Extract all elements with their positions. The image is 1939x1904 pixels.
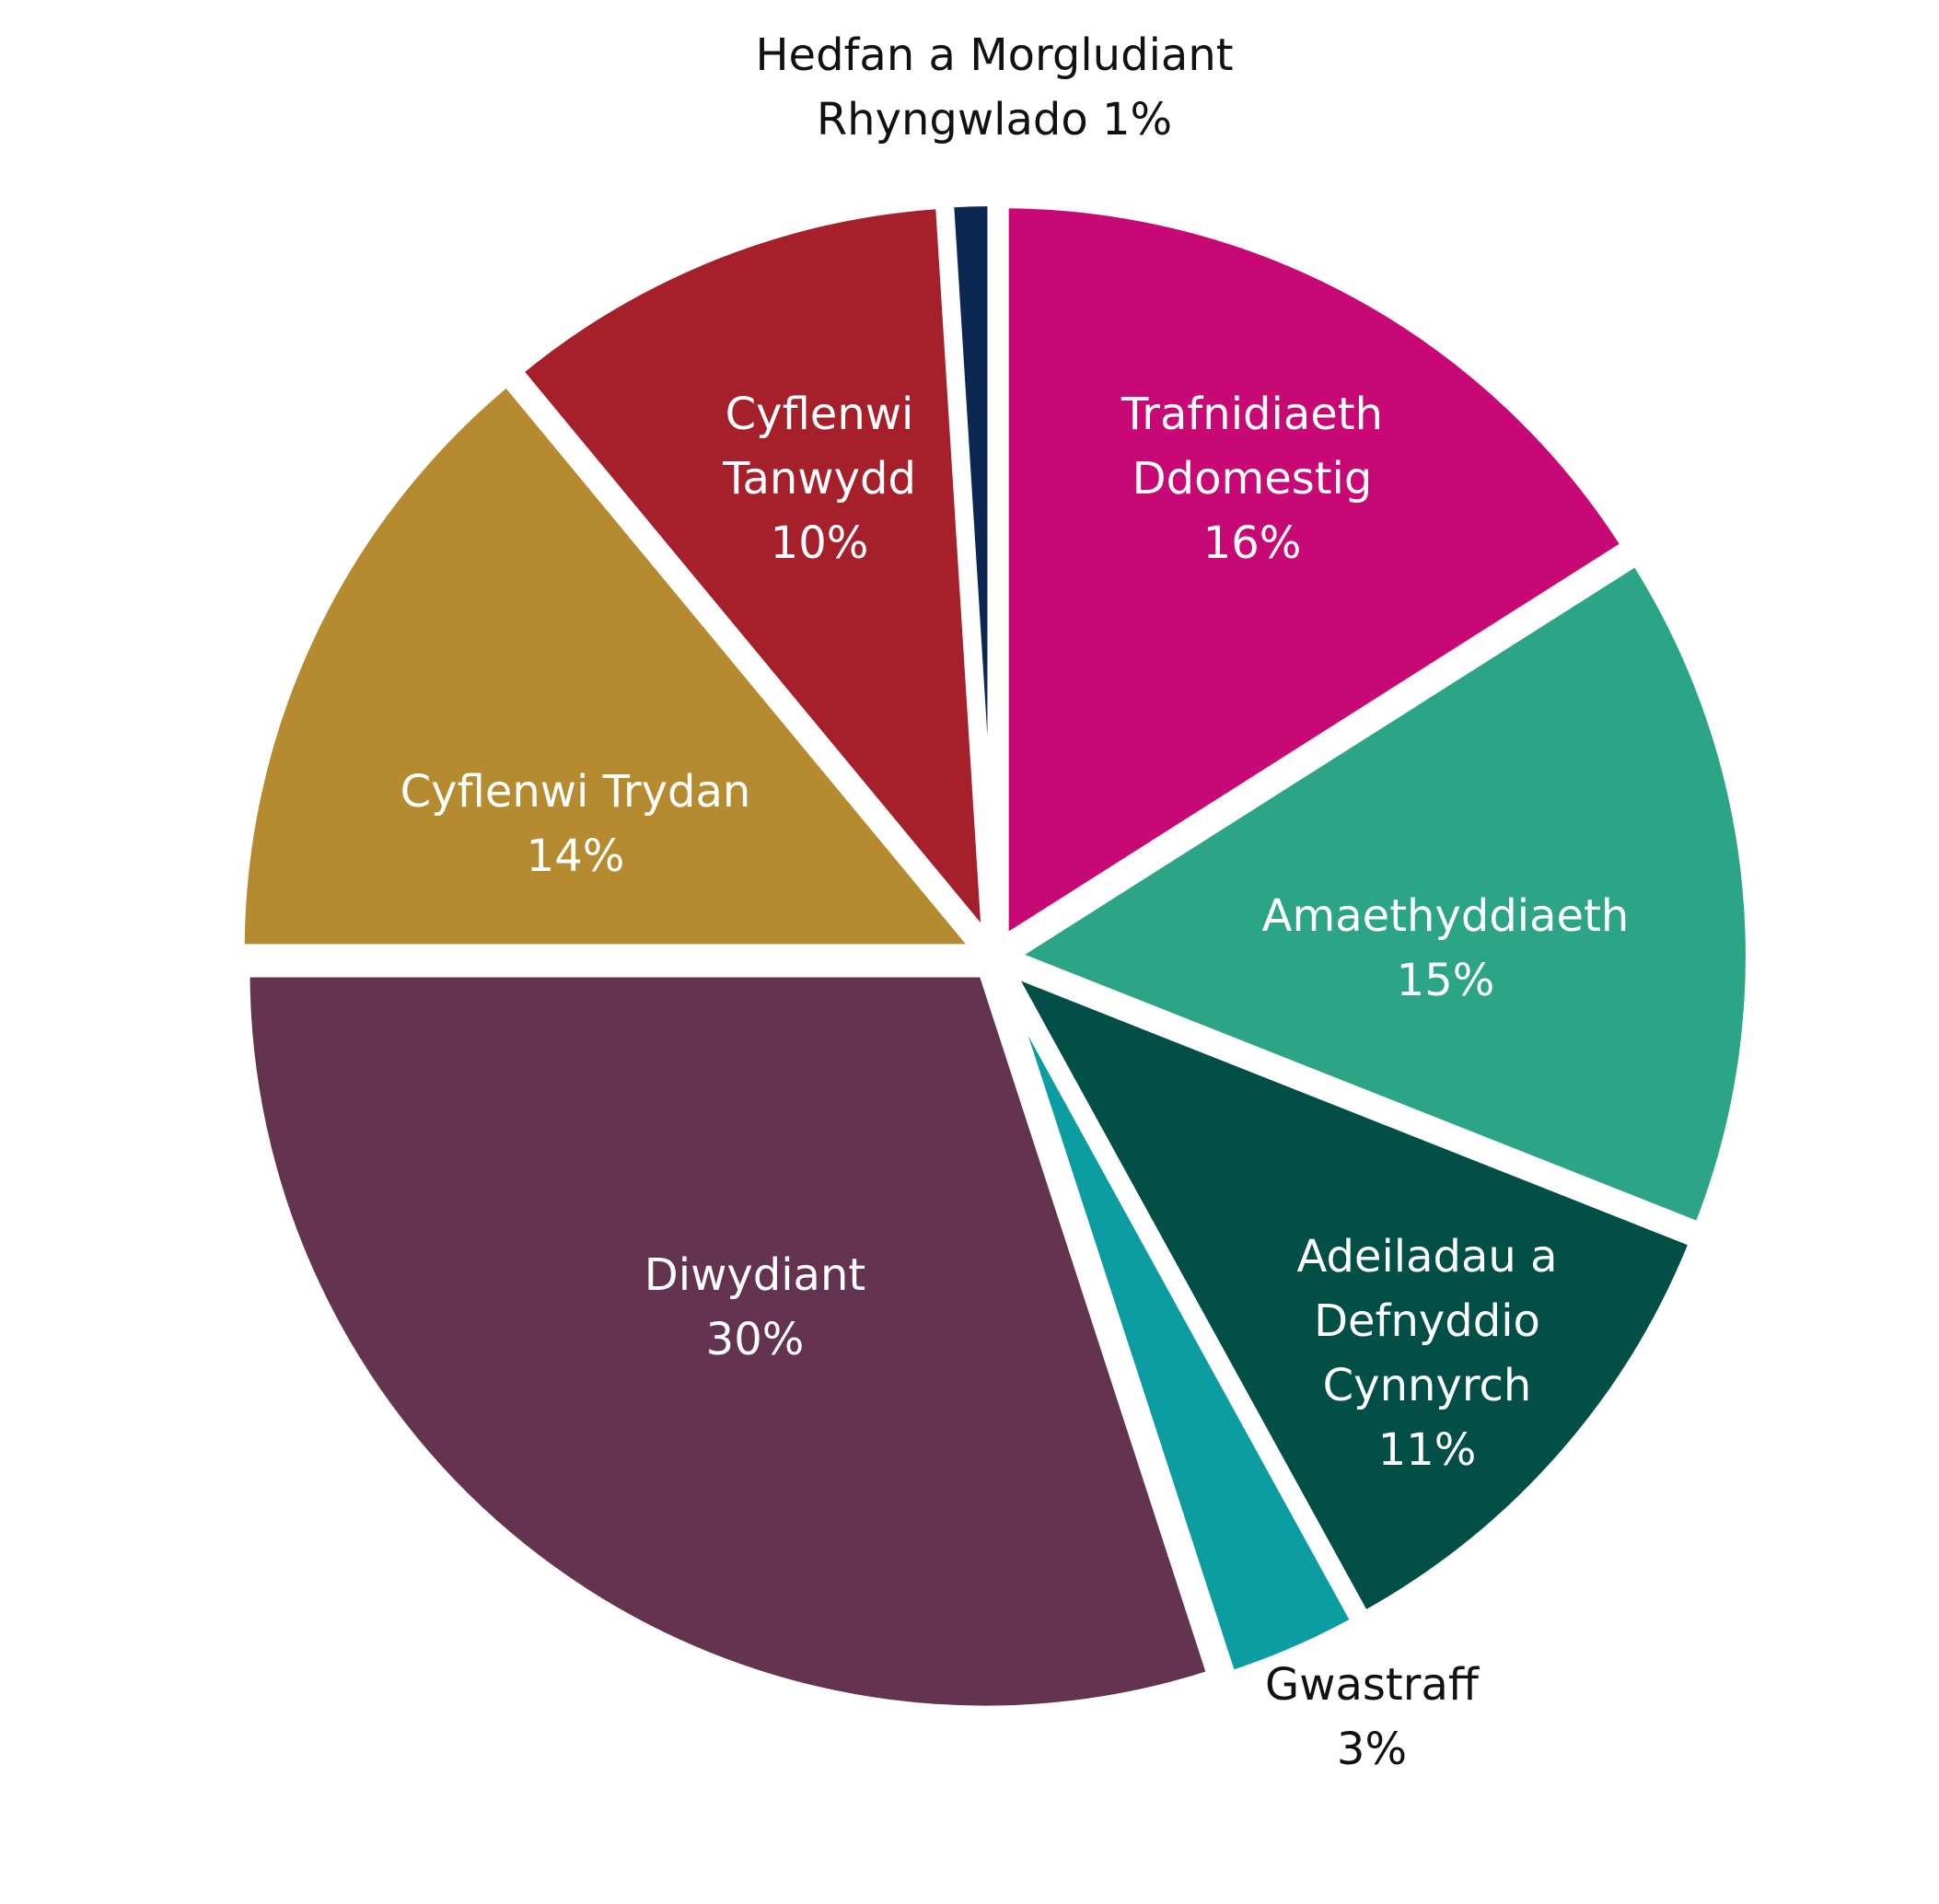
slice-label-line: Cynnyrch	[1323, 1360, 1532, 1411]
pie-slice	[940, 193, 1001, 942]
slice-label-line: Ddomestig	[1132, 453, 1373, 505]
slice-label-line: Hedfan a Morgludiant	[755, 29, 1233, 81]
slice-label-line: Adeiladau a	[1296, 1231, 1557, 1283]
pie-slice	[506, 195, 996, 962]
slice-label-line: 30%	[706, 1314, 805, 1365]
slice-label: Gwastraff 3%	[1265, 1659, 1480, 1775]
slice-label-line: Tanwydd	[722, 453, 916, 505]
slice-label-line: Trafnidiaeth	[1120, 389, 1383, 440]
slice-label-line: Diwydiant	[644, 1249, 865, 1301]
slice-label-line: Amaethyddiaeth	[1262, 890, 1630, 942]
slice-label: Adeiladau a Defnyddio Cynnyrch 11%	[1296, 1231, 1557, 1476]
pie-slice	[231, 370, 993, 958]
pie-slice	[237, 964, 1223, 1719]
slice-label-line: Defnyddio	[1314, 1295, 1540, 1347]
pie-slice	[994, 969, 1367, 1686]
pie-slices	[231, 193, 1759, 1719]
slice-label: Cyflenwi Trydan 14%	[401, 766, 751, 882]
slice-label-line: 10%	[771, 517, 869, 569]
slice-label-line: 16%	[1203, 517, 1302, 569]
slice-label: Diwydiant 30%	[644, 1249, 865, 1365]
slice-label-line: 11%	[1378, 1424, 1477, 1476]
slice-label-line: 14%	[527, 830, 625, 882]
slice-label-line: 15%	[1397, 955, 1495, 1006]
slice-label: Amaethyddiaeth 15%	[1262, 890, 1630, 1006]
slice-label: Hedfan a Morgludiant Rhyngwlado 1%	[755, 29, 1233, 145]
pie-slice	[993, 956, 1705, 1627]
slice-label: Cyflenwi Tanwydd 10%	[722, 389, 916, 569]
slice-label-line: Rhyngwlado 1%	[817, 94, 1172, 145]
slice-label-line: Cyflenwi Trydan	[401, 766, 751, 818]
slice-label: Trafnidiaeth Ddomestig 16%	[1120, 389, 1383, 569]
slice-label-line: 3%	[1337, 1724, 1407, 1775]
pie-slice	[995, 195, 1638, 955]
pie-slice	[996, 550, 1759, 1237]
slice-label-line: Cyflenwi	[726, 389, 914, 440]
slice-label-line: Gwastraff	[1265, 1659, 1480, 1711]
pie-labels: Trafnidiaeth Ddomestig 16% Amaethyddiaeth 15…	[401, 29, 1630, 1775]
